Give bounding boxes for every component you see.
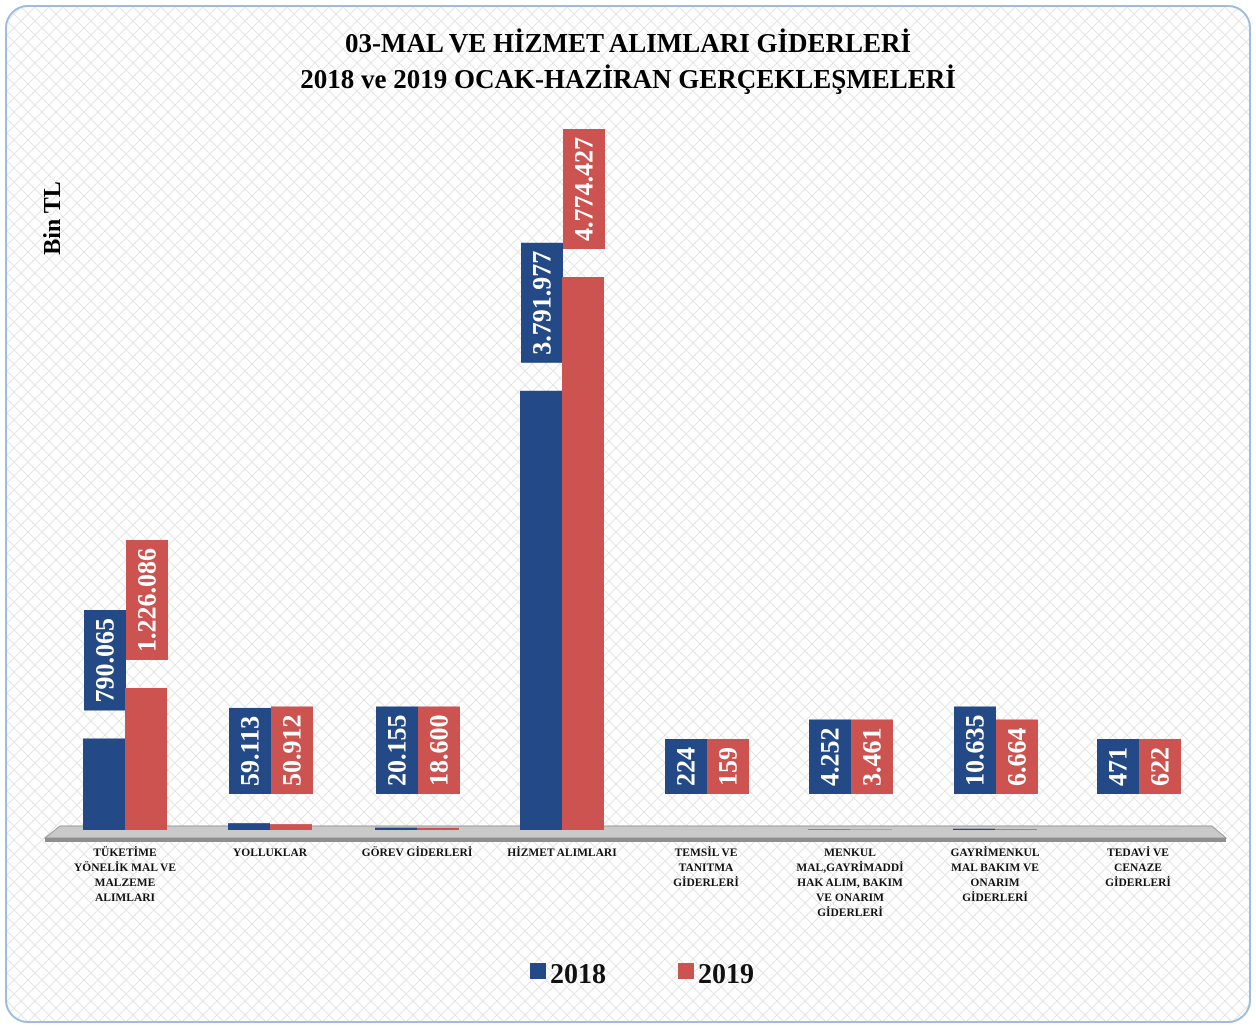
value-label: 4.252 bbox=[816, 728, 845, 787]
value-label: 3.791.977 bbox=[528, 251, 557, 355]
value-label-box bbox=[229, 707, 271, 794]
bar bbox=[562, 277, 604, 830]
x-tick-label: TEDAVİ VE CENAZE GİDERLERİ bbox=[1105, 847, 1171, 889]
x-tick-label: TEMSİL VE TANITMA GİDERLERİ bbox=[673, 847, 739, 889]
value-label-box bbox=[809, 719, 851, 794]
value-label-box bbox=[665, 739, 707, 794]
value-label: 1.226.086 bbox=[133, 548, 162, 652]
value-label: 20.155 bbox=[383, 715, 412, 787]
legend-label: 2018 bbox=[550, 959, 606, 990]
value-label-box bbox=[1097, 739, 1139, 794]
x-tick-label: TÜKETİME YÖNELİK MAL VE MALZEME ALIMLARI bbox=[73, 847, 177, 904]
bar bbox=[995, 829, 1037, 830]
value-label-box bbox=[996, 719, 1038, 794]
value-label-box bbox=[126, 539, 168, 660]
value-label: 3.461 bbox=[858, 728, 887, 787]
chart-subtitle: 2018 ve 2019 OCAK-HAZİRAN GERÇEKLEŞMELER… bbox=[300, 64, 956, 94]
value-label-box bbox=[521, 242, 563, 363]
value-label: 159 bbox=[714, 747, 743, 786]
value-label-box bbox=[271, 706, 313, 794]
value-label-box bbox=[84, 609, 126, 711]
bar bbox=[125, 687, 167, 830]
value-label: 790.065 bbox=[91, 618, 120, 703]
value-label: 4.774.427 bbox=[570, 137, 599, 241]
y-axis-label: Bin TL bbox=[40, 181, 66, 255]
x-tick-label: MENKUL MAL,GAYRİMADDİ HAK ALIM, BAKIM VE… bbox=[796, 847, 904, 919]
legend-swatch bbox=[530, 963, 546, 979]
legend-swatch bbox=[678, 963, 694, 979]
value-label-box bbox=[376, 706, 418, 794]
value-label: 59.113 bbox=[236, 716, 265, 786]
value-label-box bbox=[707, 739, 749, 794]
x-tick-label: YOLLUKLAR bbox=[232, 847, 308, 859]
value-label: 18.600 bbox=[425, 715, 454, 787]
bar bbox=[375, 827, 417, 830]
floor-edge bbox=[45, 838, 1226, 842]
bar bbox=[270, 824, 312, 830]
value-label: 6.664 bbox=[1003, 728, 1032, 787]
value-label: 50.912 bbox=[278, 715, 307, 787]
bar bbox=[417, 827, 459, 830]
bar bbox=[520, 390, 562, 830]
value-label-box bbox=[563, 129, 605, 249]
value-label-box bbox=[1139, 739, 1181, 794]
value-label: 224 bbox=[672, 747, 701, 786]
value-label-box bbox=[954, 706, 996, 794]
bar bbox=[228, 823, 270, 830]
x-tick-label: HİZMET ALIMLARI bbox=[507, 847, 617, 859]
frame bbox=[5, 5, 1251, 1023]
x-tick-label: GAYRİMENKUL MAL BAKIM VE ONARIM GİDERLER… bbox=[950, 847, 1040, 904]
floor bbox=[43, 825, 1228, 839]
legend-label: 2019 bbox=[698, 959, 754, 990]
x-tick-label: GÖREV GİDERLERİ bbox=[361, 847, 473, 859]
value-label-box bbox=[418, 706, 460, 794]
bar bbox=[83, 738, 125, 830]
value-label: 10.635 bbox=[961, 715, 990, 787]
chart-title: 03-MAL VE HİZMET ALIMLARI GİDERLERİ bbox=[345, 28, 911, 58]
value-label-box bbox=[851, 719, 893, 794]
value-label: 622 bbox=[1146, 747, 1175, 786]
bar bbox=[953, 828, 995, 830]
value-label: 471 bbox=[1104, 747, 1133, 786]
